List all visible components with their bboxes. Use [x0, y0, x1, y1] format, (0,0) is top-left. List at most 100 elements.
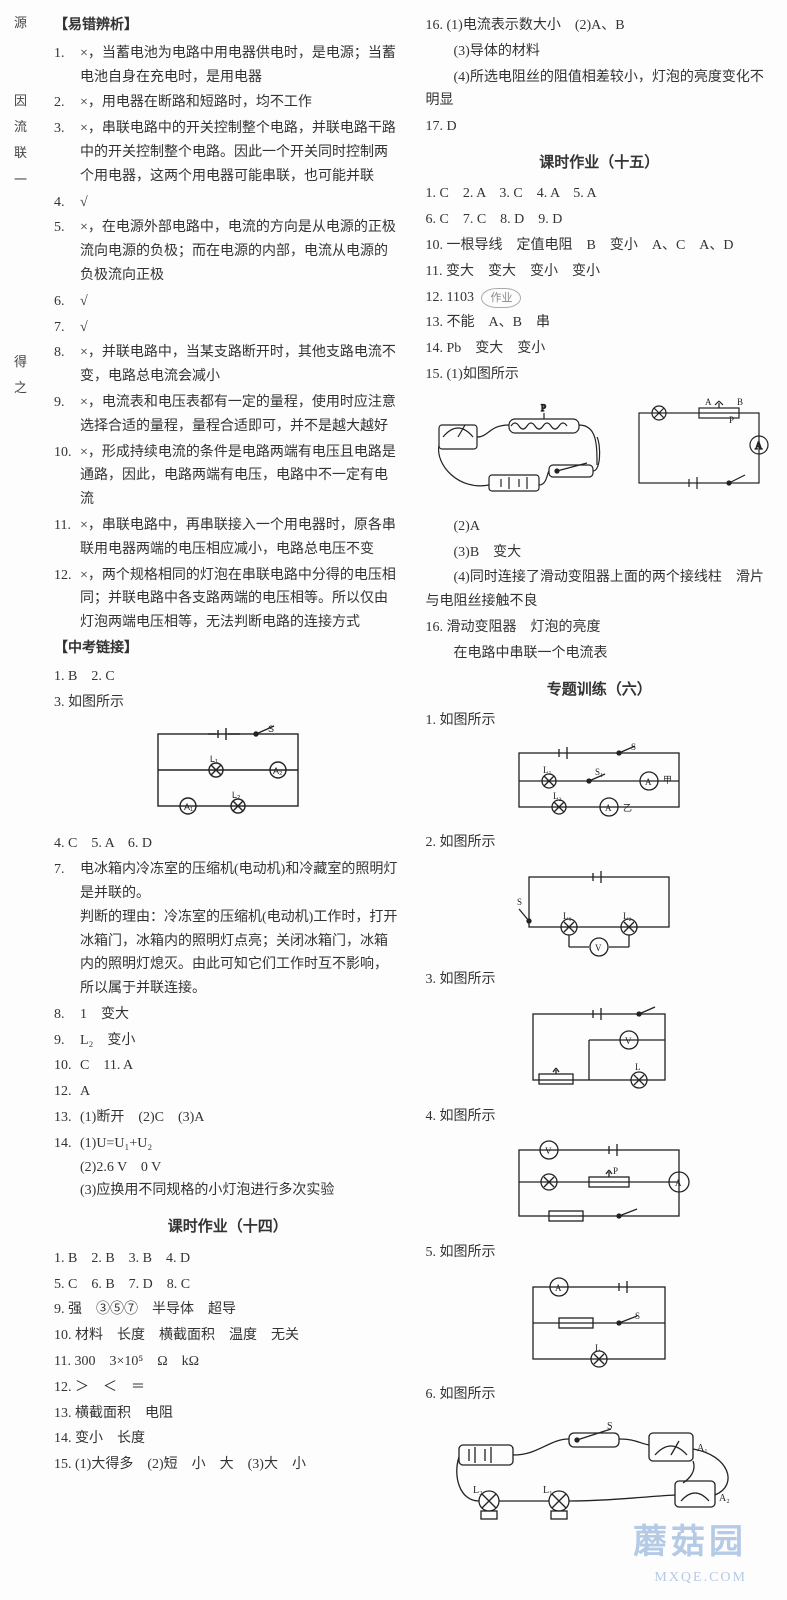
answer-line: 1. C 2. A 3. C 4. A 5. A: [426, 182, 774, 206]
gutter-char: 得: [14, 351, 30, 373]
circuit-figure-zt5: A S L: [509, 1273, 689, 1373]
answer-line: (4)所选电阻丝的阻值相差较小，灯泡的亮度变化不明显: [426, 66, 774, 114]
gutter-char: 联: [14, 142, 30, 164]
error-item: 8.×，并联电路中，当某支路断开时，其他支路电流不变，电路总电流会减小: [54, 341, 402, 389]
list-item: 13.(1)断开 (2)C (3)A: [54, 1106, 402, 1130]
svg-text:A: A: [605, 803, 612, 813]
list-item: 12.A: [54, 1080, 402, 1104]
answer-line: 4. C 5. A 6. D: [54, 832, 402, 856]
svg-text:L₂: L₂: [232, 790, 241, 800]
circuit-figure-1: S L₁ L₂ A₁ A₂: [128, 722, 328, 822]
answer-line: 13. 不能 A、B 串: [426, 311, 774, 335]
svg-text:L₁: L₁: [210, 754, 218, 764]
svg-text:S: S: [631, 742, 636, 752]
svg-text:A: A: [755, 441, 763, 452]
item-text: ×，当蓄电池为电路中用电器供电时，是电源；当蓄电池自身在充电时，是用电器: [80, 42, 402, 90]
svg-text:L₂: L₂: [553, 791, 562, 801]
figure-caption: 6. 如图所示: [426, 1383, 774, 1407]
answer-line: (4)同时连接了滑动变阻器上面的两个接线柱 滑片与电阻丝接触不良: [426, 566, 774, 614]
stamp-icon: 作业: [481, 288, 521, 309]
homework-14-title: 课时作业（十四）: [54, 1215, 402, 1241]
circuit-figure-zt3: V L: [509, 1000, 689, 1095]
answer-line: 6. C 7. C 8. D 9. D: [426, 208, 774, 232]
error-item: 5.×，在电源外部电路中，电流的方向是从电源的正极流向电源的负极；而在电源的内部…: [54, 216, 402, 287]
svg-text:乙: 乙: [623, 803, 632, 813]
gutter-char: 流: [14, 116, 30, 138]
figure-caption: 3. 如图所示: [426, 968, 774, 992]
error-item: 9.×，电流表和电压表都有一定的量程，使用时应注意选择合适的量程，量程合适即可，…: [54, 391, 402, 439]
circuit-figure-zt2: S L₁L₂ V: [509, 863, 689, 958]
item-text: ×，串联电路中的开关控制整个电路，并联电路干路中的开关控制整个电路。因此一个开关…: [80, 117, 402, 188]
svg-text:A₂: A₂: [273, 766, 283, 776]
gutter-char: 因: [14, 90, 30, 112]
item-text: ×，在电源外部电路中，电流的方向是从电源的正极流向电源的负极；而在电源的内部，电…: [80, 216, 402, 287]
answer-line: 12. ＞ ＜ ＝: [54, 1376, 402, 1400]
svg-text:P: P: [729, 415, 734, 425]
item-text: ×，形成持续电流的条件是电路两端有电压且电路是通路，因此，电路两端有电压，电路中…: [80, 441, 402, 512]
svg-text:L₁: L₁: [543, 765, 552, 775]
item-text: C 11. A: [80, 1054, 402, 1078]
item-number: 2.: [54, 91, 80, 115]
circuit-figure-zt4: V P A: [499, 1136, 699, 1231]
item-text: A: [80, 1080, 402, 1104]
item-text: √: [80, 316, 402, 340]
figure-caption: 5. 如图所示: [426, 1241, 774, 1265]
page: 源 因 流 联 一 得 之 【易错辨析】 1.×，当蓄电池为电路中用电器供电时，…: [14, 12, 773, 1543]
list-item: 9.L₂ 变小: [54, 1029, 402, 1053]
item-number: 7.: [54, 858, 80, 1001]
answer-line: (3)B 变大: [426, 541, 774, 565]
item-number: 6.: [54, 290, 80, 314]
answer-line: 10. 材料 长度 横截面积 温度 无关: [54, 1324, 402, 1348]
svg-text:S: S: [607, 1421, 613, 1432]
item-number: 8.: [54, 1003, 80, 1027]
svg-text:P: P: [613, 1166, 618, 1176]
item-text: ×，串联电路中，再串联接入一个用电器时，原各串联用电器两端的电压相应减小，电路总…: [80, 514, 402, 562]
answer-line: (3)导体的材料: [426, 40, 774, 64]
answer-line: 3. 如图所示: [54, 691, 402, 715]
svg-text:A: A: [675, 1178, 682, 1188]
gutter-char: [14, 299, 30, 321]
section-title-exam: 【中考链接】: [54, 637, 402, 661]
left-column: 【易错辨析】 1.×，当蓄电池为电路中用电器供电时，是电源；当蓄电池自身在充电时…: [54, 12, 402, 1543]
item-number: 10.: [54, 441, 80, 512]
answer-line: (2)A: [426, 515, 774, 539]
watermark-sub: MXQE.COM: [654, 1566, 747, 1590]
gutter-char: 一: [14, 169, 30, 191]
error-item: 3.×，串联电路中的开关控制整个电路，并联电路干路中的开关控制整个电路。因此一个…: [54, 117, 402, 188]
svg-text:S: S: [268, 724, 274, 734]
gutter-char: [14, 221, 30, 243]
svg-text:L₂: L₂: [473, 1485, 483, 1496]
svg-text:L₁: L₁: [563, 911, 572, 921]
answer-line: 15. (1)大得多 (2)短 小 大 (3)大 小: [54, 1453, 402, 1477]
section-title-errors: 【易错辨析】: [54, 14, 402, 38]
item-text: 1 变大: [80, 1003, 402, 1027]
item-number: 11.: [54, 514, 80, 562]
right-column: 16. (1)电流表示数大小 (2)A、B (3)导体的材料 (4)所选电阻丝的…: [426, 12, 774, 1543]
gutter-char: 源: [14, 12, 30, 34]
item-text: ×，并联电路中，当某支路断开时，其他支路电流不变，电路总电流会减小: [80, 341, 402, 389]
item-number: 12.: [54, 564, 80, 635]
left-margin-labels: 源 因 流 联 一 得 之: [14, 12, 30, 1543]
gutter-char: [14, 325, 30, 347]
error-item: 7.√: [54, 316, 402, 340]
item-number: 13.: [54, 1106, 80, 1130]
item-number: 9.: [54, 1029, 80, 1053]
circuit-figure-zt6: S A₁ A₂ L₂ L₁: [439, 1415, 759, 1535]
answer-line: 在电路中串联一个电流表: [426, 642, 774, 666]
svg-text:A₁: A₁: [184, 802, 193, 812]
svg-text:S: S: [517, 897, 522, 907]
answer-line: 13. 横截面积 电阻: [54, 1402, 402, 1426]
error-item: 11.×，串联电路中，再串联接入一个用电器时，原各串联用电器两端的电压相应减小，…: [54, 514, 402, 562]
rheostat-figure: P A: [429, 395, 769, 505]
item-number: 8.: [54, 341, 80, 389]
answer-line: 12. 1103 作业: [426, 286, 774, 310]
item-number: 7.: [54, 316, 80, 340]
svg-text:V: V: [625, 1036, 632, 1046]
answer-line: 16. 滑动变阻器 灯泡的亮度: [426, 616, 774, 640]
svg-text:A: A: [705, 397, 712, 407]
item-number: 5.: [54, 216, 80, 287]
svg-text:甲: 甲: [663, 775, 672, 785]
list-item: 10.C 11. A: [54, 1054, 402, 1078]
svg-text:L: L: [595, 1343, 601, 1353]
svg-text:L₂: L₂: [623, 911, 632, 921]
